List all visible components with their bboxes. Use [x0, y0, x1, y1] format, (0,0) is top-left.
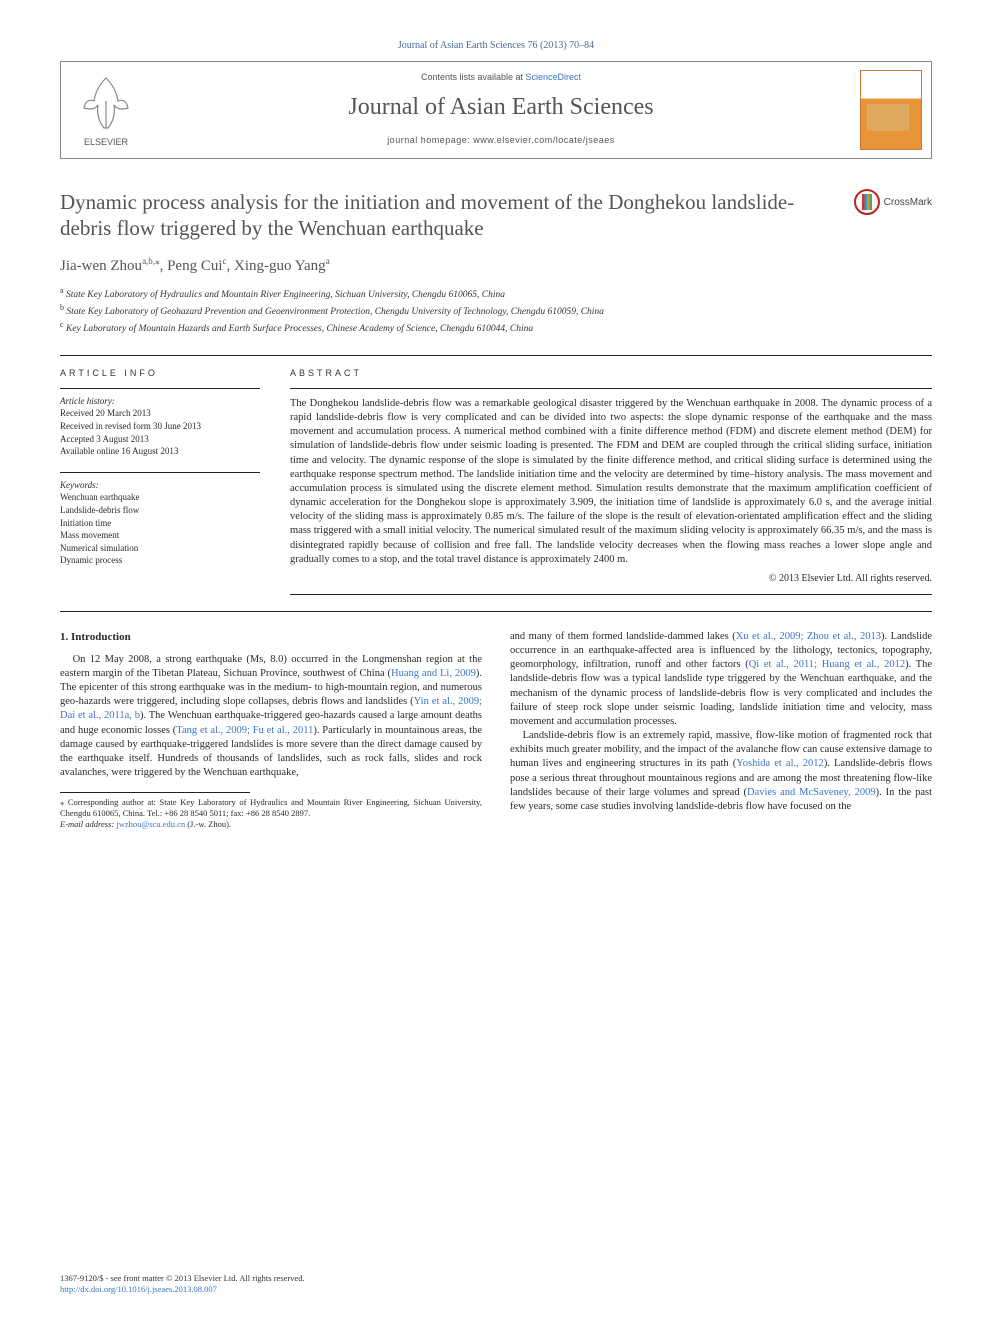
article-history: Article history: Received 20 March 2013 …: [60, 388, 260, 458]
citation-1[interactable]: Huang and Li, 2009: [391, 668, 476, 679]
journal-cover-thumbnail: [860, 70, 922, 150]
publisher-logo-cell: ELSEVIER: [61, 62, 151, 158]
history-received: Received 20 March 2013: [60, 407, 260, 420]
crossmark-widget[interactable]: CrossMark: [854, 189, 932, 215]
corresponding-author-footnote: ⁎ Corresponding author at: State Key Lab…: [60, 797, 482, 830]
journal-header: ELSEVIER Contents lists available at Sci…: [60, 61, 932, 159]
affiliations: a State Key Laboratory of Hydraulics and…: [60, 285, 932, 337]
journal-cover-cell: [851, 62, 931, 158]
footnote-email-line: E-mail address: jwzhou@scu.edu.cn (J.-w.…: [60, 819, 482, 830]
author-3: , Xing-guo Yang: [227, 258, 326, 274]
issn-line: 1367-9120/$ - see front matter © 2013 El…: [60, 1273, 932, 1284]
keywords-header: Keywords:: [60, 479, 260, 492]
keywords-block: Keywords: Wenchuan earthquake Landslide-…: [60, 472, 260, 567]
author-2: , Peng Cui: [160, 258, 223, 274]
section-1-heading: 1. Introduction: [60, 630, 482, 645]
author-1: Jia-wen Zhou: [60, 258, 142, 274]
body-column-left: 1. Introduction On 12 May 2008, a strong…: [60, 630, 482, 831]
email-label: E-mail address:: [60, 819, 114, 829]
citation-5[interactable]: Qi et al., 2011; Huang et al., 2012: [749, 659, 905, 670]
citation-7[interactable]: Davies and McSaveney, 2009: [747, 787, 876, 798]
sciencedirect-link[interactable]: ScienceDirect: [526, 72, 582, 82]
publisher-name: ELSEVIER: [84, 137, 128, 147]
elsevier-tree-icon: [76, 73, 136, 133]
footnote-text: ⁎ Corresponding author at: State Key Lab…: [60, 797, 482, 819]
journal-homepage-line: journal homepage: www.elsevier.com/locat…: [151, 135, 851, 145]
citation-6[interactable]: Yoshida et al., 2012: [736, 758, 824, 769]
article-info-column: ARTICLE INFO Article history: Received 2…: [60, 368, 260, 595]
contents-prefix: Contents lists available at: [421, 72, 526, 82]
body-paragraph-3: Landslide-debris flow is an extremely ra…: [510, 729, 932, 814]
keyword-1: Wenchuan earthquake: [60, 491, 260, 504]
history-online: Available online 16 August 2013: [60, 445, 260, 458]
affiliation-a: a State Key Laboratory of Hydraulics and…: [60, 285, 932, 302]
abstract-label: ABSTRACT: [290, 368, 932, 378]
journal-name: Journal of Asian Earth Sciences: [151, 94, 851, 121]
body-column-right: and many of them formed landslide-dammed…: [510, 630, 932, 831]
article-title: Dynamic process analysis for the initiat…: [60, 189, 854, 242]
history-accepted: Accepted 3 August 2013: [60, 433, 260, 446]
journal-reference: Journal of Asian Earth Sciences 76 (2013…: [60, 40, 932, 51]
abstract-text: The Donghekou landslide-debris flow was …: [290, 397, 932, 567]
homepage-label: journal homepage:: [387, 135, 473, 145]
email-link[interactable]: jwzhou@scu.edu.cn: [116, 819, 185, 829]
keyword-2: Landslide-debris flow: [60, 504, 260, 517]
author-3-affil: a: [326, 256, 330, 266]
email-who: (J.-w. Zhou).: [187, 819, 231, 829]
body-paragraph-1: On 12 May 2008, a strong earthquake (Ms,…: [60, 653, 482, 781]
keyword-4: Mass movement: [60, 529, 260, 542]
author-1-affil: a,b,: [142, 256, 155, 266]
footnote-rule: [60, 792, 250, 793]
page-footer: 1367-9120/$ - see front matter © 2013 El…: [60, 1273, 932, 1295]
citation-3[interactable]: Tang et al., 2009; Fu et al., 2011: [176, 725, 313, 736]
article-info-label: ARTICLE INFO: [60, 368, 260, 378]
crossmark-icon: [854, 189, 880, 215]
history-revised: Received in revised form 30 June 2013: [60, 420, 260, 433]
history-header: Article history:: [60, 395, 260, 408]
copyright-line: © 2013 Elsevier Ltd. All rights reserved…: [290, 573, 932, 584]
body-paragraph-2: and many of them formed landslide-dammed…: [510, 630, 932, 729]
full-width-rule: [60, 611, 932, 612]
homepage-url[interactable]: www.elsevier.com/locate/jseaes: [473, 135, 615, 145]
doi-line: http://dx.doi.org/10.1016/j.jseaes.2013.…: [60, 1284, 932, 1295]
authors-line: Jia-wen Zhoua,b,⁎, Peng Cuic, Xing-guo Y…: [60, 256, 932, 275]
keyword-3: Initiation time: [60, 517, 260, 530]
crossmark-label: CrossMark: [884, 197, 932, 208]
abstract-column: ABSTRACT The Donghekou landslide-debris …: [290, 368, 932, 595]
contents-available-line: Contents lists available at ScienceDirec…: [151, 72, 851, 82]
body-columns: 1. Introduction On 12 May 2008, a strong…: [60, 630, 932, 831]
doi-link[interactable]: http://dx.doi.org/10.1016/j.jseaes.2013.…: [60, 1284, 217, 1294]
affiliation-b: b State Key Laboratory of Geohazard Prev…: [60, 302, 932, 319]
abstract-bottom-rule: [290, 594, 932, 595]
keyword-6: Dynamic process: [60, 554, 260, 567]
header-center: Contents lists available at ScienceDirec…: [151, 62, 851, 158]
affiliation-c: c Key Laboratory of Mountain Hazards and…: [60, 319, 932, 336]
citation-4[interactable]: Xu et al., 2009; Zhou et al., 2013: [736, 631, 881, 642]
keyword-5: Numerical simulation: [60, 542, 260, 555]
